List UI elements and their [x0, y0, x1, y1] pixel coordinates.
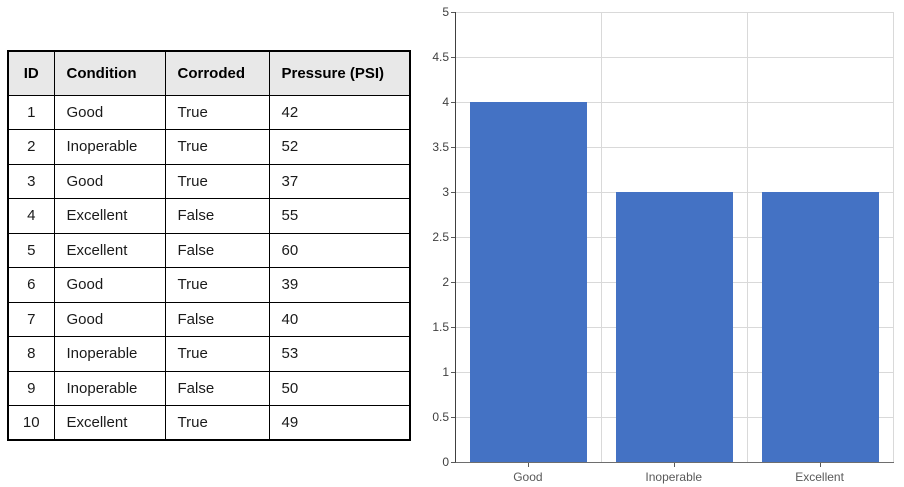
y-tick-label: 5 — [442, 5, 449, 19]
table-cell-id: 4 — [7, 198, 55, 234]
col-header-id: ID — [7, 50, 55, 96]
gridline-horizontal — [456, 12, 894, 13]
chart-plot-area — [455, 12, 894, 463]
y-tick-label: 4.5 — [432, 49, 449, 64]
table-cell-condition: Excellent — [53, 405, 166, 441]
table-cell-condition: Good — [53, 163, 166, 199]
col-header-condition: Condition — [53, 50, 166, 96]
table-row: 5 Excellent False 60 — [7, 232, 411, 268]
x-axis-tick — [673, 463, 675, 467]
y-tick-label: 2 — [442, 274, 449, 289]
table-cell-condition: Excellent — [53, 198, 166, 234]
y-axis-tick — [451, 416, 455, 418]
y-axis-tick — [451, 146, 455, 148]
table-cell-corroded: True — [164, 94, 270, 130]
table-cell-condition: Excellent — [53, 232, 166, 268]
gridline-vertical — [892, 12, 894, 462]
y-tick-label: 2.5 — [432, 229, 449, 244]
bar-inoperable — [616, 192, 734, 462]
gridline-vertical — [746, 12, 748, 462]
gridline-horizontal — [456, 146, 894, 148]
table-cell-id: 3 — [7, 163, 55, 199]
table-cell-id: 6 — [7, 267, 55, 303]
y-tick-label: 0.5 — [432, 409, 449, 424]
x-axis-tick — [819, 463, 821, 467]
y-tick-label: 3 — [442, 184, 449, 199]
bar-good — [470, 102, 588, 462]
y-axis-tick — [451, 12, 455, 13]
table-cell-id: 5 — [7, 232, 55, 268]
gridline-vertical — [600, 12, 602, 462]
table-cell-corroded: False — [164, 370, 270, 406]
table-row: 2 Inoperable True 52 — [7, 129, 411, 165]
table-cell-pressure: 49 — [268, 405, 411, 441]
y-axis-tick — [451, 326, 455, 328]
table-cell-pressure: 37 — [268, 163, 411, 199]
gridline-horizontal — [456, 191, 894, 193]
bar-excellent — [762, 192, 880, 462]
table-cell-condition: Inoperable — [53, 370, 166, 406]
y-axis-tick — [451, 371, 455, 373]
table-cell-pressure: 52 — [268, 129, 411, 165]
table-cell-corroded: True — [164, 267, 270, 303]
x-category-label: Good — [513, 469, 543, 484]
table-cell-corroded: False — [164, 232, 270, 268]
table-cell-corroded: False — [164, 301, 270, 337]
table-cell-corroded: True — [164, 405, 270, 441]
y-axis-tick — [451, 191, 455, 193]
table-row: 6 Good True 39 — [7, 267, 411, 303]
table-row: 9 Inoperable False 50 — [7, 370, 411, 406]
y-axis-tick — [451, 236, 455, 238]
table-cell-pressure: 42 — [268, 94, 411, 130]
x-axis-tick — [527, 463, 529, 467]
table-cell-id: 2 — [7, 129, 55, 165]
col-header-corroded: Corroded — [164, 50, 270, 96]
table-row: 3 Good True 37 — [7, 163, 411, 199]
table-cell-condition: Good — [53, 267, 166, 303]
y-tick-label: 1 — [442, 364, 449, 379]
table-cell-id: 7 — [7, 301, 55, 337]
y-tick-label: 1.5 — [432, 319, 449, 334]
pipe-data-table-container: ID Condition Corroded Pressure (PSI) 1 Go… — [7, 50, 411, 441]
table-cell-condition: Inoperable — [53, 336, 166, 372]
gridline-horizontal — [456, 56, 894, 58]
table-row: 7 Good False 40 — [7, 301, 411, 337]
y-axis-tick — [451, 101, 455, 103]
table-cell-pressure: 55 — [268, 198, 411, 234]
table-row: 10 Excellent True 49 — [7, 405, 411, 441]
table-cell-pressure: 50 — [268, 370, 411, 406]
y-tick-label: 4 — [442, 94, 449, 109]
table-cell-corroded: True — [164, 163, 270, 199]
table-cell-pressure: 40 — [268, 301, 411, 337]
table-cell-pressure: 39 — [268, 267, 411, 303]
table-cell-corroded: False — [164, 198, 270, 234]
y-axis-tick — [451, 461, 455, 463]
condition-bar-chart: 0 0.5 1 1.5 2 2.5 3 3.5 4 4.5 5 Good Inoperable Excel… — [430, 0, 904, 487]
table-cell-pressure: 60 — [268, 232, 411, 268]
table-cell-id: 10 — [7, 405, 55, 441]
table-cell-condition: Inoperable — [53, 129, 166, 165]
y-tick-label: 0 — [442, 454, 449, 469]
table-cell-id: 8 — [7, 336, 55, 372]
table-cell-corroded: True — [164, 129, 270, 165]
x-category-label: Inoperable — [645, 469, 703, 484]
table-cell-id: 9 — [7, 370, 55, 406]
table-cell-corroded: True — [164, 336, 270, 372]
table-row: 1 Good True 42 — [7, 94, 411, 130]
table-row: 4 Excellent False 55 — [7, 198, 411, 234]
y-tick-label: 3.5 — [432, 139, 449, 154]
col-header-pressure: Pressure (PSI) — [268, 50, 411, 96]
table-cell-condition: Good — [53, 94, 166, 130]
table-cell-pressure: 53 — [268, 336, 411, 372]
gridline-horizontal — [456, 101, 894, 103]
x-category-label: Excellent — [795, 469, 844, 484]
table-header-row: ID Condition Corroded Pressure (PSI) — [7, 50, 411, 96]
table-row: 8 Inoperable True 53 — [7, 336, 411, 372]
table-cell-id: 1 — [7, 94, 55, 130]
y-axis-tick — [451, 281, 455, 283]
pipe-data-table: ID Condition Corroded Pressure (PSI) 1 Go… — [7, 50, 411, 441]
y-axis-tick — [451, 56, 455, 58]
table-cell-condition: Good — [53, 301, 166, 337]
